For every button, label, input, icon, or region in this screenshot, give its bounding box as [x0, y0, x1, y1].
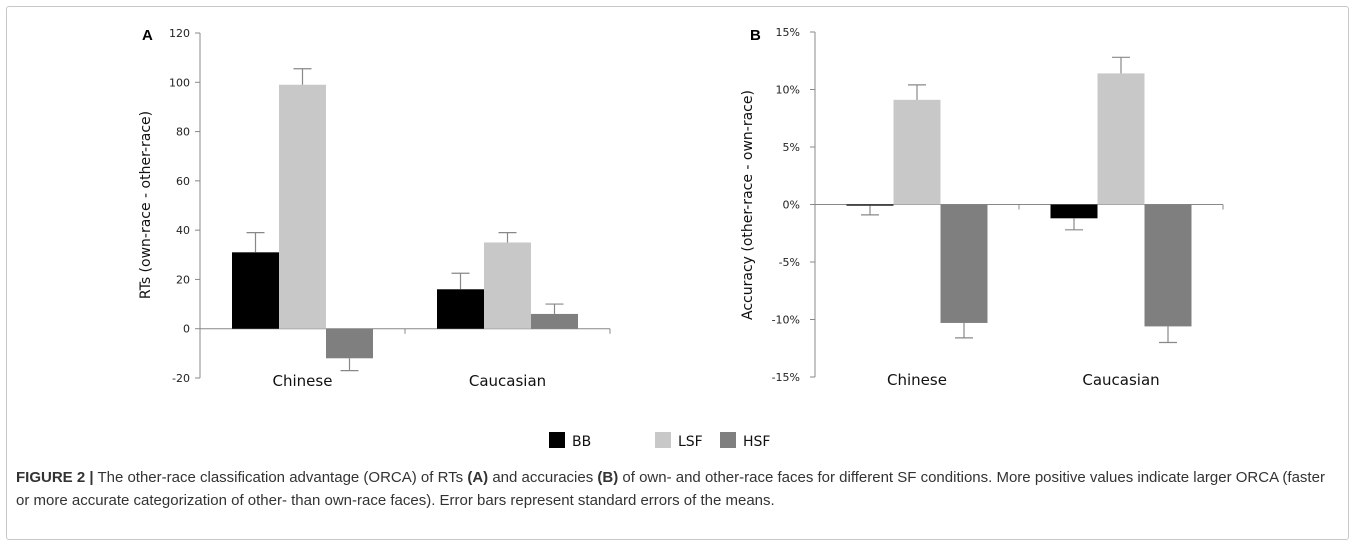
panel-b-bar-lsf-chinese — [893, 99, 941, 205]
figure-frame — [6, 6, 1349, 540]
caption-figure-label: FIGURE 2 | — [16, 469, 94, 486]
legend-label-lsf: LSF — [678, 434, 703, 450]
panel-b-bar-hsf-chinese — [940, 204, 988, 323]
panel-b-bar-bb-caucasian — [1050, 204, 1098, 219]
legend: BB LSF HSF — [549, 432, 770, 450]
panel-b-y-tick-label: 0% — [783, 199, 800, 212]
panel-a-category-label: Caucasian — [469, 372, 546, 390]
panel-a-y-tick-label: 40 — [176, 224, 190, 237]
panel-a-bar-hsf-caucasian — [531, 313, 578, 329]
legend-label-hsf: HSF — [743, 434, 770, 450]
panel-b-y-tick-label: -5% — [779, 256, 800, 269]
panel-b-bar-bb-chinese — [846, 204, 894, 206]
panel-b-chart: B -15% -10% -5% 0% 5% 10% 15% Accuracy (other-ra… — [740, 26, 1224, 389]
legend-swatch-hsf — [720, 432, 736, 448]
panel-a-y-tick-label: 20 — [176, 273, 190, 286]
panel-b-y-axis-label: Accuracy (other-race - own-race) — [740, 90, 756, 320]
panel-a-bar-bb-caucasian — [437, 289, 484, 329]
panel-a-bar-hsf-chinese — [326, 328, 373, 359]
panel-a-bar-bb-chinese — [232, 252, 279, 329]
panel-a-label: A — [142, 27, 153, 44]
panel-b-bar-hsf-caucasian — [1144, 204, 1192, 327]
legend-swatch-bb — [549, 432, 565, 448]
caption-text-2: and accuracies — [488, 469, 598, 486]
panel-b-y-tick-label: -10% — [772, 314, 800, 327]
panel-b-category-label: Chinese — [887, 371, 947, 389]
figure-caption: FIGURE 2 | The other-race classification… — [16, 466, 1336, 512]
panel-a-category-label: Chinese — [273, 372, 333, 390]
panel-a-y-tick-label: 120 — [169, 27, 190, 40]
panel-b-y-tick-label: 15% — [776, 26, 800, 39]
caption-bold-b: (B) — [597, 469, 619, 486]
panel-b-y-tick-label: 5% — [783, 141, 800, 154]
panel-a-y-tick-label: 100 — [169, 76, 190, 89]
panel-a-chart: A -20 0 20 40 60 80 100 120 RTs (own-race - other… — [138, 27, 611, 390]
panel-a-bar-lsf-chinese — [279, 84, 326, 329]
panel-b-category-label: Caucasian — [1082, 371, 1159, 389]
panel-a-y-tick-label: 0 — [183, 323, 190, 336]
panel-b-bar-lsf-caucasian — [1097, 73, 1145, 205]
panel-a-y-axis-label: RTs (own-race - other-race) — [138, 111, 154, 299]
caption-bold-a: (A) — [467, 469, 489, 486]
caption-text-1: The other-race classification advantage … — [93, 469, 468, 486]
panel-b-y-tick-label: 10% — [776, 84, 800, 97]
caption-text-3: of own- and other-race faces for differe… — [16, 469, 1325, 509]
panel-a-y-tick-label: -20 — [172, 372, 190, 385]
panel-a-y-tick-label: 80 — [176, 126, 190, 139]
panel-b-y-tick-label: -15% — [772, 371, 800, 384]
panel-a-y-tick-label: 60 — [176, 175, 190, 188]
legend-swatch-lsf — [655, 432, 671, 448]
panel-a-bar-lsf-caucasian — [484, 242, 531, 329]
panel-b-label: B — [750, 27, 761, 44]
legend-label-bb: BB — [572, 434, 591, 450]
